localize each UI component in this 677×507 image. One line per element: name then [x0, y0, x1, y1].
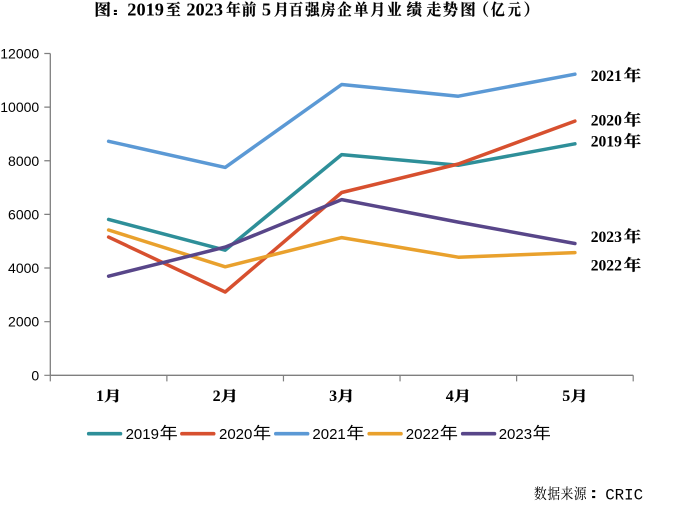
svg-text:5: 5 [262, 0, 271, 19]
svg-text:2022: 2022 [406, 426, 439, 443]
svg-text:2019: 2019 [591, 134, 622, 151]
svg-text:2021: 2021 [591, 68, 622, 85]
svg-text:CRIC: CRIC [605, 486, 643, 504]
svg-text:8000: 8000 [8, 153, 39, 169]
svg-text:4000: 4000 [8, 260, 39, 276]
svg-text:2000: 2000 [8, 314, 39, 330]
svg-text:2: 2 [213, 388, 221, 405]
svg-text:12000: 12000 [0, 46, 39, 62]
svg-text:0: 0 [31, 367, 39, 383]
svg-text:5: 5 [562, 388, 570, 405]
svg-text:2021: 2021 [312, 426, 345, 443]
svg-text:2022: 2022 [591, 258, 622, 275]
svg-text:2023: 2023 [591, 229, 622, 246]
svg-text:2019: 2019 [126, 426, 159, 443]
svg-text:2019: 2019 [127, 0, 164, 19]
svg-text:10000: 10000 [0, 99, 39, 115]
svg-text:6000: 6000 [8, 206, 39, 222]
svg-text:3: 3 [329, 388, 337, 405]
svg-text:4: 4 [446, 388, 454, 405]
svg-text:2020: 2020 [591, 112, 622, 129]
svg-text:1: 1 [96, 388, 104, 405]
svg-text:2023: 2023 [499, 426, 532, 443]
svg-text:2023: 2023 [186, 0, 223, 19]
svg-text:2020: 2020 [219, 426, 252, 443]
